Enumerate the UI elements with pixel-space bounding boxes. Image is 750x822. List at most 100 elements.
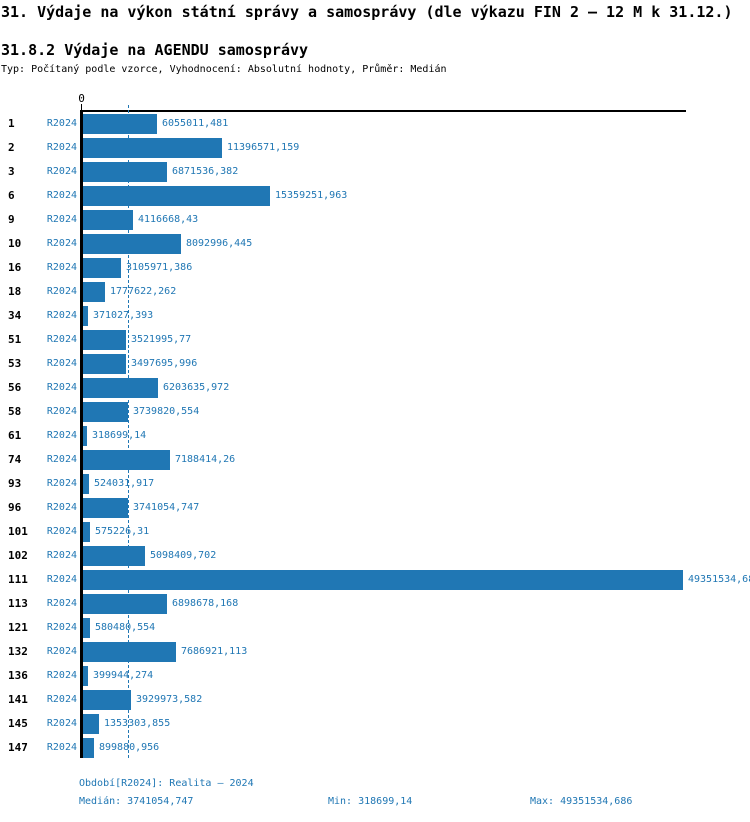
series-label: R2024 (46, 598, 77, 609)
bar (83, 114, 157, 134)
series-label: R2024 (46, 694, 77, 705)
chart-row: 34 R2024 371027,393 (0, 304, 750, 328)
bar (83, 450, 170, 470)
bar-value-label: 3929973,582 (136, 694, 203, 705)
axis-zero-label: 0 (78, 92, 85, 105)
section-title: 31.8.2 Výdaje na AGENDU samosprávy (1, 41, 309, 59)
row-number: 74 (8, 453, 22, 466)
series-label: R2024 (46, 406, 77, 417)
bar (83, 402, 128, 422)
row-number: 102 (8, 549, 28, 562)
median-stat: Medián: 3741054,747 (79, 796, 193, 807)
bar-value-label: 399944,274 (93, 670, 154, 681)
series-label: R2024 (46, 718, 77, 729)
chart-row: 141 R2024 3929973,582 (0, 688, 750, 712)
median-stat-label: Medián: (79, 796, 128, 807)
bar (83, 666, 88, 686)
series-label: R2024 (46, 430, 77, 441)
series-label: R2024 (46, 550, 77, 561)
max-stat-value: 49351534,686 (560, 796, 633, 807)
series-label: R2024 (46, 358, 77, 369)
series-label: R2024 (46, 238, 77, 249)
row-number: 18 (8, 285, 22, 298)
chart-row: 96 R2024 3741054,747 (0, 496, 750, 520)
row-number: 2 (8, 141, 15, 154)
chart-row: 147 R2024 899880,956 (0, 736, 750, 760)
series-label: R2024 (46, 142, 77, 153)
axis-zero-tick (81, 104, 82, 111)
series-label: R2024 (46, 478, 77, 489)
chart-row: 102 R2024 5098409,702 (0, 544, 750, 568)
row-number: 136 (8, 669, 28, 682)
bar (83, 306, 88, 326)
row-number: 121 (8, 621, 28, 634)
row-number: 61 (8, 429, 22, 442)
chart-row: 61 R2024 318699,14 (0, 424, 750, 448)
y-axis-line (80, 110, 83, 758)
bar-value-label: 575226,31 (95, 526, 150, 537)
row-number: 56 (8, 381, 22, 394)
series-label: R2024 (46, 526, 77, 537)
series-label: R2024 (46, 574, 77, 585)
row-number: 113 (8, 597, 28, 610)
bar-value-label: 7188414,26 (175, 454, 236, 465)
chart-row: 6 R2024 15359251,963 (0, 184, 750, 208)
bar-value-label: 580480,554 (95, 622, 156, 633)
series-label: R2024 (46, 166, 77, 177)
max-stat-label: Max: (530, 796, 561, 807)
bar (83, 210, 133, 230)
series-label: R2024 (46, 310, 77, 321)
chart-row: 10 R2024 8092996,445 (0, 232, 750, 256)
bar-value-label: 5098409,702 (150, 550, 217, 561)
bar (83, 138, 222, 158)
bar-value-label: 3741054,747 (133, 502, 200, 513)
bar-value-label: 524031,917 (94, 478, 155, 489)
chart-meta-line: Typ: Počítaný podle vzorce, Vyhodnocení:… (1, 64, 447, 75)
series-label: R2024 (46, 286, 77, 297)
bar (83, 546, 145, 566)
series-label: R2024 (46, 334, 77, 345)
bar (83, 330, 126, 350)
bar (83, 282, 105, 302)
bar (83, 570, 683, 590)
bar-value-label: 8092996,445 (186, 238, 253, 249)
bar-value-label: 3521995,77 (131, 334, 192, 345)
bar-value-label: 318699,14 (92, 430, 147, 441)
chart-row: 111 R2024 49351534,68 (0, 568, 750, 592)
row-number: 3 (8, 165, 15, 178)
bar (83, 714, 99, 734)
row-number: 101 (8, 525, 28, 538)
bar (83, 498, 128, 518)
bar (83, 426, 87, 446)
series-label: R2024 (46, 454, 77, 465)
chart-row: 145 R2024 1353303,855 (0, 712, 750, 736)
chart-row: 2 R2024 11396571,159 (0, 136, 750, 160)
bar (83, 738, 94, 758)
bar-value-label: 371027,393 (93, 310, 154, 321)
bar (83, 378, 158, 398)
min-stat-label: Min: (328, 796, 359, 807)
series-label: R2024 (46, 190, 77, 201)
bar (83, 522, 90, 542)
min-stat: Min: 318699,14 (328, 796, 412, 807)
chart-row: 18 R2024 1777622,262 (0, 280, 750, 304)
max-stat: Max: 49351534,686 (530, 796, 632, 807)
series-label: R2024 (46, 670, 77, 681)
row-number: 145 (8, 717, 28, 730)
row-number: 141 (8, 693, 28, 706)
bar-value-label: 6898678,168 (172, 598, 239, 609)
series-label: R2024 (46, 742, 77, 753)
chart-row: 3 R2024 6871536,382 (0, 160, 750, 184)
bar-value-label: 6203635,972 (163, 382, 230, 393)
report-title: 31. Výdaje na výkon státní správy a samo… (1, 3, 733, 21)
period-label: Období[R2024]: Realita – 2024 (79, 778, 254, 789)
bar-value-label: 6055011,481 (162, 118, 229, 129)
chart-row: 93 R2024 524031,917 (0, 472, 750, 496)
series-label: R2024 (46, 502, 77, 513)
min-stat-value: 318699,14 (358, 796, 413, 807)
row-number: 111 (8, 573, 28, 586)
row-number: 53 (8, 357, 22, 370)
row-number: 51 (8, 333, 22, 346)
chart-row: 136 R2024 399944,274 (0, 664, 750, 688)
bar-value-label: 15359251,963 (275, 190, 348, 201)
